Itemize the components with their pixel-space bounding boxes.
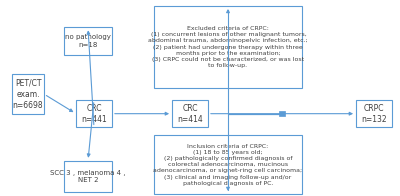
Text: SCC 3 , melanoma 4 ,
NET 2: SCC 3 , melanoma 4 , NET 2 [50, 170, 126, 183]
FancyBboxPatch shape [154, 6, 302, 88]
Bar [279, 111, 285, 116]
Text: Excluded criteria of CRPC:
 (1) concurrent lesions of other malignant tumors,
ab: Excluded criteria of CRPC: (1) concurren… [148, 26, 308, 68]
FancyBboxPatch shape [172, 100, 208, 127]
FancyBboxPatch shape [12, 74, 44, 114]
FancyBboxPatch shape [76, 100, 112, 127]
Text: CRPC
n=132: CRPC n=132 [361, 104, 387, 124]
Text: Inclusion criteria of CRPC:
(1) 18 to 85 years old;
(2) pathologically confirmed: Inclusion criteria of CRPC: (1) 18 to 85… [154, 143, 302, 186]
Text: CRC
n=441: CRC n=441 [81, 104, 107, 124]
Text: no pathology
n=18: no pathology n=18 [65, 34, 111, 48]
FancyBboxPatch shape [64, 161, 112, 192]
FancyBboxPatch shape [64, 27, 112, 55]
Text: PET/CT
exam.
n=6698: PET/CT exam. n=6698 [13, 78, 43, 110]
Text: CRC
n=414: CRC n=414 [177, 104, 203, 124]
FancyBboxPatch shape [356, 100, 392, 127]
FancyBboxPatch shape [154, 135, 302, 194]
